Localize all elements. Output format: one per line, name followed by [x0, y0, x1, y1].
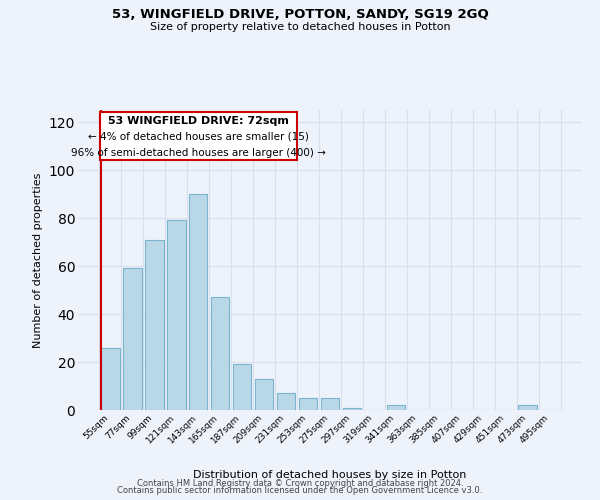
Text: 53, WINGFIELD DRIVE, POTTON, SANDY, SG19 2GQ: 53, WINGFIELD DRIVE, POTTON, SANDY, SG19… [112, 8, 488, 20]
Bar [386, 405, 405, 410]
FancyBboxPatch shape [100, 112, 297, 160]
Bar [299, 398, 317, 410]
Text: Contains public sector information licensed under the Open Government Licence v3: Contains public sector information licen… [118, 486, 482, 495]
Bar [211, 297, 229, 410]
Text: ← 4% of detached houses are smaller (15): ← 4% of detached houses are smaller (15) [88, 132, 309, 141]
Bar [277, 393, 295, 410]
Bar [167, 220, 185, 410]
Text: 53 WINGFIELD DRIVE: 72sqm: 53 WINGFIELD DRIVE: 72sqm [108, 116, 289, 126]
Bar [145, 240, 164, 410]
Text: Contains HM Land Registry data © Crown copyright and database right 2024.: Contains HM Land Registry data © Crown c… [137, 478, 463, 488]
Bar [123, 268, 142, 410]
Text: Distribution of detached houses by size in Potton: Distribution of detached houses by size … [193, 470, 467, 480]
Bar [320, 398, 340, 410]
Text: 96% of semi-detached houses are larger (400) →: 96% of semi-detached houses are larger (… [71, 148, 326, 158]
Bar [233, 364, 251, 410]
Bar [518, 405, 537, 410]
Bar [101, 348, 119, 410]
Y-axis label: Number of detached properties: Number of detached properties [33, 172, 43, 348]
Bar [343, 408, 361, 410]
Bar [189, 194, 208, 410]
Bar [255, 379, 274, 410]
Text: Size of property relative to detached houses in Potton: Size of property relative to detached ho… [149, 22, 451, 32]
